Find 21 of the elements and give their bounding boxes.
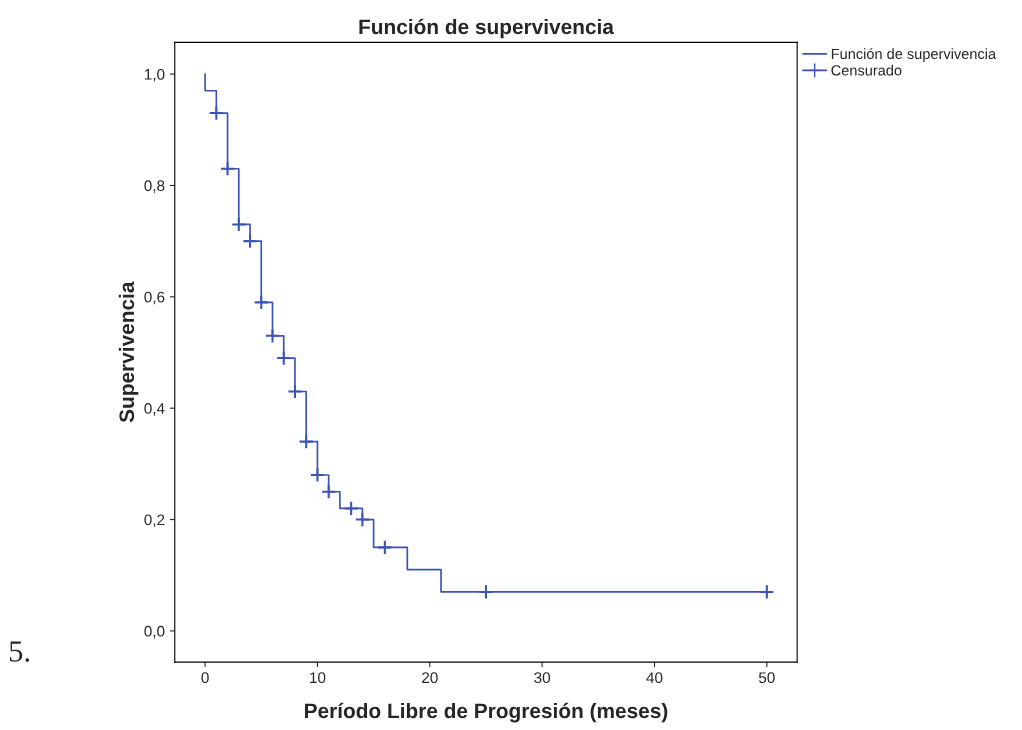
point <box>377 539 393 556</box>
legend-label: Función de supervivencia <box>831 48 997 62</box>
x-tick-label: 50 <box>758 672 775 684</box>
y-tick-label: 0,2 <box>144 514 165 528</box>
point <box>354 511 371 528</box>
y-tick-label: 0,8 <box>144 180 165 193</box>
y-axis-title: Supervivencia <box>118 281 139 423</box>
y-tick-label: 0,6 <box>144 291 165 305</box>
x-tick-label: 40 <box>646 672 663 684</box>
chart-title: Función de supervivencia <box>359 18 615 39</box>
text: 5. <box>9 641 30 662</box>
x-tick-label: 30 <box>534 672 551 684</box>
y-tick-label: 0,4 <box>144 403 165 416</box>
y-tick-label: 1,0 <box>144 68 165 82</box>
x-tick-label: 10 <box>310 672 326 684</box>
y-tick-label: 0,0 <box>144 625 165 639</box>
x-tick-label: 0 <box>201 672 209 684</box>
legend-label: Censurado <box>831 64 902 76</box>
point <box>343 500 359 517</box>
x-tick-label: 20 <box>422 672 438 684</box>
x-axis-title: Período Libre de Progresión (meses) <box>305 702 668 723</box>
